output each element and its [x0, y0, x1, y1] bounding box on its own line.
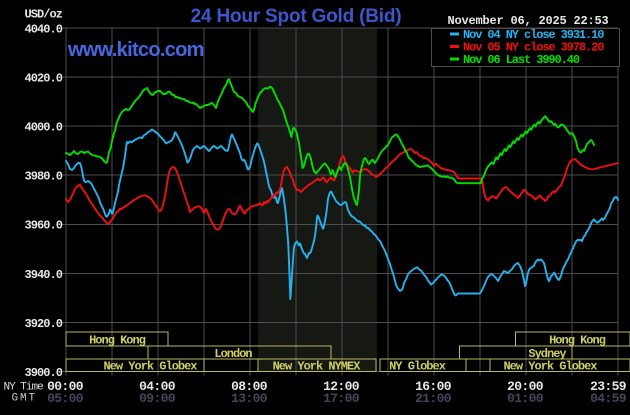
svg-text:New York Globex: New York Globex [503, 360, 597, 374]
svg-text:3920.0: 3920.0 [24, 317, 62, 331]
svg-text:21:00: 21:00 [415, 391, 452, 406]
svg-text:3980.0: 3980.0 [24, 170, 62, 184]
svg-text:24 Hour Spot Gold (Bid): 24 Hour Spot Gold (Bid) [191, 6, 402, 27]
svg-text:Hong Kong: Hong Kong [549, 333, 606, 347]
svg-text:09:00: 09:00 [139, 391, 176, 406]
svg-text:www.kitco.com: www.kitco.com [67, 39, 204, 61]
svg-text:New York NYMEX: New York NYMEX [273, 360, 362, 374]
svg-text:4020.0: 4020.0 [24, 72, 62, 86]
svg-text:London: London [214, 347, 252, 361]
svg-text:01:00: 01:00 [507, 391, 544, 406]
svg-text:Nov 06 Last 3990.40: Nov 06 Last 3990.40 [463, 53, 580, 67]
svg-text:3900.0: 3900.0 [24, 366, 62, 380]
svg-text:04:59: 04:59 [590, 391, 627, 406]
svg-text:4000.0: 4000.0 [24, 121, 62, 135]
svg-text:New York Globex: New York Globex [103, 360, 197, 374]
svg-text:NY Globex: NY Globex [389, 360, 446, 374]
svg-text:3940.0: 3940.0 [24, 268, 62, 282]
svg-text:USD/oz: USD/oz [24, 8, 62, 22]
svg-text:17:00: 17:00 [323, 391, 360, 406]
svg-text:3960.0: 3960.0 [24, 219, 62, 233]
svg-text:05:00: 05:00 [47, 391, 84, 406]
svg-text:13:00: 13:00 [231, 391, 268, 406]
svg-text:GMT: GMT [12, 393, 38, 405]
svg-text:4040.0: 4040.0 [24, 22, 62, 36]
svg-text:Hong Kong: Hong Kong [89, 333, 146, 347]
svg-text:November 06, 2025 22:53: November 06, 2025 22:53 [448, 14, 609, 28]
